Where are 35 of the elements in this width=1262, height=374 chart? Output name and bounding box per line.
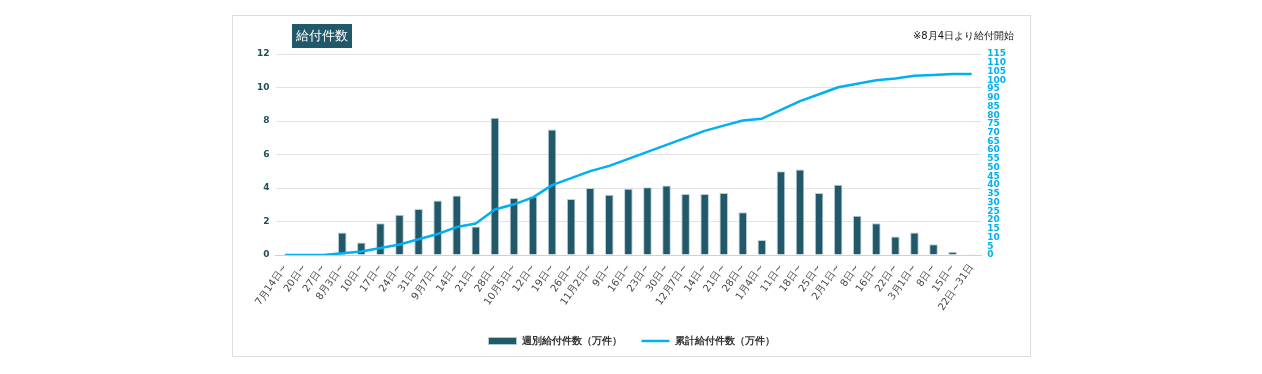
y2-tick-label: 55 (987, 153, 1000, 164)
y2-tick-label: 30 (987, 196, 1000, 207)
y-tick-label: 2 (263, 215, 270, 226)
y-tick-label: 8 (263, 115, 270, 126)
legend-label: 累計給付件数（万件） (673, 334, 775, 346)
y2-tick-label: 65 (987, 135, 1000, 146)
y-tick-label: 4 (263, 182, 270, 193)
y2-tick-label: 15 (987, 223, 1000, 234)
y2-tick-label: 110 (987, 57, 1007, 68)
y2-tick-label: 35 (987, 188, 1000, 199)
y2-tick-label: 60 (987, 144, 1000, 155)
legend-label: 週別給付件数（万件） (520, 334, 622, 346)
y-tick-label: 6 (263, 148, 270, 159)
y2-tick-label: 115 (987, 48, 1007, 59)
y2-tick-label: 70 (987, 127, 1000, 138)
y2-tick-label: 5 (987, 240, 994, 251)
y2-tick-label: 45 (987, 170, 1000, 181)
y-tick-label: 12 (256, 48, 270, 59)
y2-tick-label: 90 (987, 92, 1000, 103)
y-tick-label: 10 (256, 81, 270, 92)
y2-tick-label: 105 (987, 65, 1007, 76)
y2-tick-label: 25 (987, 205, 1000, 216)
text: ※8月4日より給付開始 (912, 29, 1014, 43)
y2-tick-label: 95 (987, 83, 1000, 94)
y2-tick-label: 20 (987, 214, 1000, 225)
y2-tick-label: 75 (987, 118, 1000, 129)
y2-tick-label: 80 (987, 109, 1000, 120)
chart-title: 給付件数 (292, 24, 352, 48)
y2-tick-label: 10 (987, 231, 1000, 242)
y2-tick-label: 50 (987, 161, 1000, 172)
y2-tick-label: 40 (987, 179, 1000, 190)
y2-tick-label: 85 (987, 100, 1000, 111)
y2-tick-label: 100 (987, 74, 1007, 85)
y2-tick-label: 0 (987, 249, 994, 260)
y-tick-label: 0 (263, 249, 270, 260)
